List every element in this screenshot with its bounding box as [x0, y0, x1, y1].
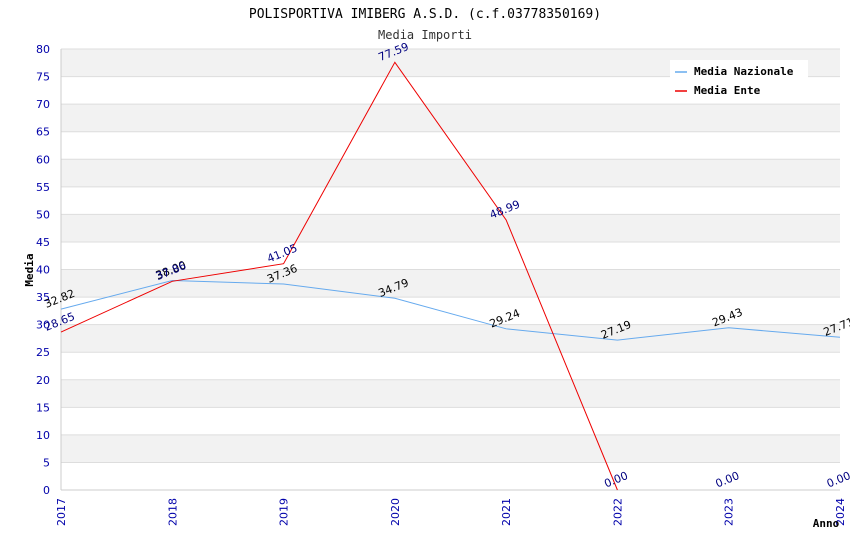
grid-band [61, 104, 840, 132]
y-tick-label: 75 [36, 71, 50, 84]
grid-bands [61, 49, 840, 490]
grid-band [61, 269, 840, 298]
chart-subtitle: Media Importi [378, 28, 472, 42]
grid-band [61, 379, 840, 408]
x-tick-label: 2024 [834, 498, 847, 526]
x-tick-label: 2019 [278, 498, 291, 526]
y-tick-label: 65 [36, 126, 50, 139]
y-tick-label: 30 [36, 319, 50, 332]
y-tick-label: 55 [36, 181, 50, 194]
y-tick-label: 35 [36, 291, 50, 304]
chart-title: POLISPORTIVA IMIBERG A.S.D. (c.f.0377835… [249, 7, 601, 22]
y-tick-label: 80 [36, 43, 50, 56]
legend-box [670, 60, 808, 100]
legend-label-ente: Media Ente [694, 84, 761, 97]
y-tick-label: 40 [36, 264, 50, 277]
grid-band [61, 241, 840, 270]
grid-band [61, 214, 840, 242]
series-line-ente [60, 61, 618, 491]
y-axis-ticks: 0 5 10 15 20 25 30 35 40 45 50 55 60 65 70 75 80 [36, 43, 50, 497]
y-tick-label: 0 [43, 484, 50, 497]
y-tick-label: 45 [36, 236, 50, 249]
grid-band [61, 407, 840, 435]
y-tick-label: 60 [36, 153, 50, 166]
x-tick-label: 2022 [611, 498, 624, 526]
gridlines [60, 48, 840, 491]
y-axis-label: Media [23, 253, 36, 286]
grid-band [61, 324, 840, 353]
grid-band [61, 462, 840, 490]
series-line-nazionale [60, 280, 841, 341]
x-tick-label: 2023 [723, 498, 736, 526]
y-tick-label: 10 [36, 429, 50, 442]
grid-band [61, 159, 840, 187]
y-tick-label: 5 [43, 456, 50, 469]
x-tick-label: 2020 [389, 498, 402, 526]
y-tick-label: 25 [36, 346, 50, 359]
y-tick-label: 50 [36, 208, 50, 221]
grid-band [61, 131, 840, 160]
x-tick-label: 2018 [166, 498, 179, 526]
x-tick-label: 2017 [55, 498, 68, 526]
legend: Media Nazionale Media Ente [670, 60, 808, 100]
x-tick-label: 2021 [500, 498, 513, 526]
grid-band [61, 434, 840, 463]
y-tick-label: 70 [36, 98, 50, 111]
legend-label-nazionale: Media Nazionale [694, 65, 794, 78]
grid-band [61, 186, 840, 215]
y-tick-label: 15 [36, 401, 50, 414]
x-axis-ticks: 2017 2018 2019 2020 2021 2022 2023 2024 [55, 498, 847, 526]
series-lines [60, 61, 841, 491]
grid-band [61, 297, 840, 325]
y-tick-label: 20 [36, 374, 50, 387]
x-axis-label: Anno [813, 517, 840, 530]
grid-band [61, 352, 840, 380]
